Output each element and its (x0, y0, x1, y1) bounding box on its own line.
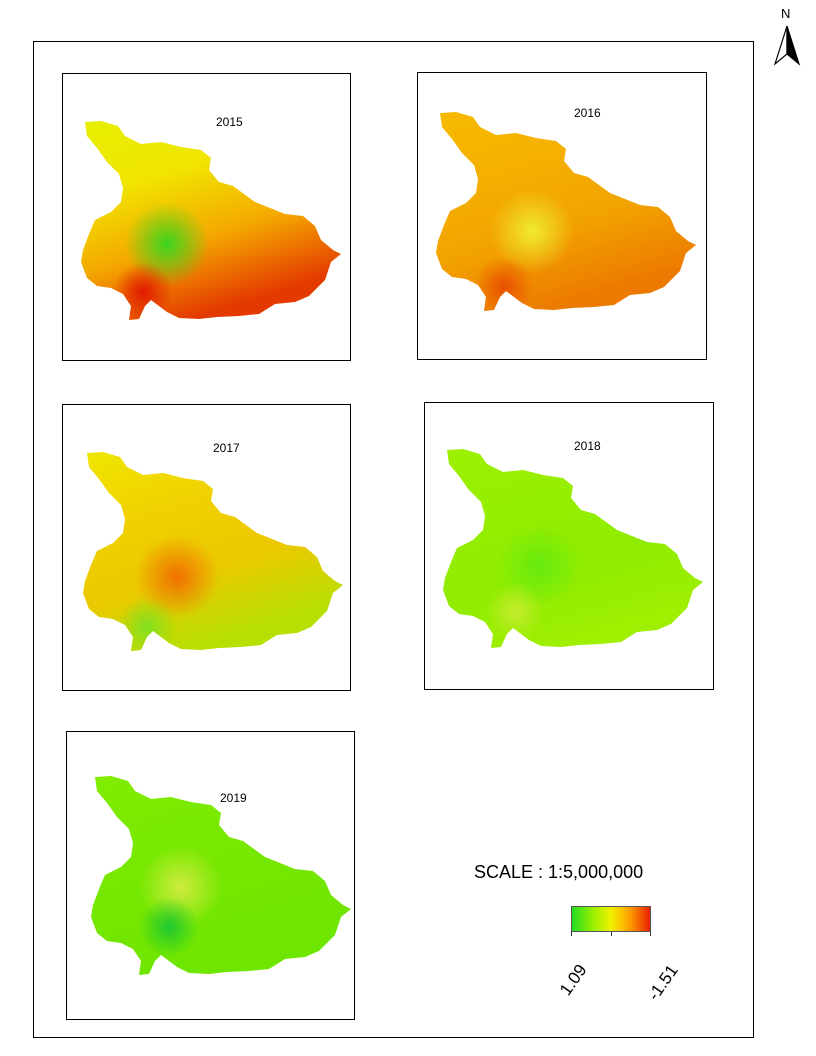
north-label: N (781, 6, 791, 21)
north-arrow-icon (773, 25, 801, 66)
region-map (443, 449, 703, 648)
region-map (436, 112, 696, 311)
panel-year-label: 2018 (574, 439, 601, 453)
panel-year-label: 2016 (574, 106, 601, 120)
panel-year-label: 2017 (213, 441, 240, 455)
scale-text: SCALE : 1:5,000,000 (474, 862, 644, 882)
map-layout-frame (33, 41, 754, 1038)
southwest-anomaly (139, 897, 199, 957)
center-anomaly (135, 535, 219, 619)
southwest-anomaly (113, 262, 173, 320)
panel-year-label: 2015 (216, 115, 243, 129)
region-map (91, 776, 351, 975)
southwest-anomaly (485, 582, 545, 642)
map-panel-2015: 2015 (62, 73, 351, 361)
legend-tick (611, 932, 612, 936)
north-arrow: N (771, 6, 803, 68)
region-map (81, 121, 341, 320)
panel-year-label: 2019 (220, 791, 247, 805)
map-panel-2019: 2019 (66, 731, 355, 1020)
southwest-anomaly (117, 597, 177, 651)
center-anomaly (490, 189, 574, 273)
region-map (83, 452, 343, 651)
legend-color-ramp (571, 906, 651, 932)
map-panel-2017: 2017 (62, 404, 351, 691)
map-panel-2018: 2018 (424, 402, 714, 690)
legend-tick (571, 932, 572, 936)
southwest-anomaly (474, 257, 534, 311)
legend-tick (650, 932, 651, 936)
map-panel-2016: 2016 (417, 72, 707, 360)
